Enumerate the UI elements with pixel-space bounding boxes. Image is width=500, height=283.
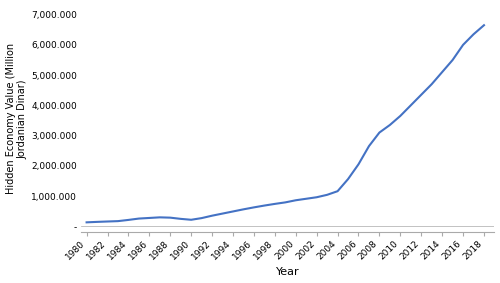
Y-axis label: Hidden Economy Value (Million
Jordanian Dinar): Hidden Economy Value (Million Jordanian … xyxy=(6,43,27,194)
X-axis label: Year: Year xyxy=(276,267,299,277)
